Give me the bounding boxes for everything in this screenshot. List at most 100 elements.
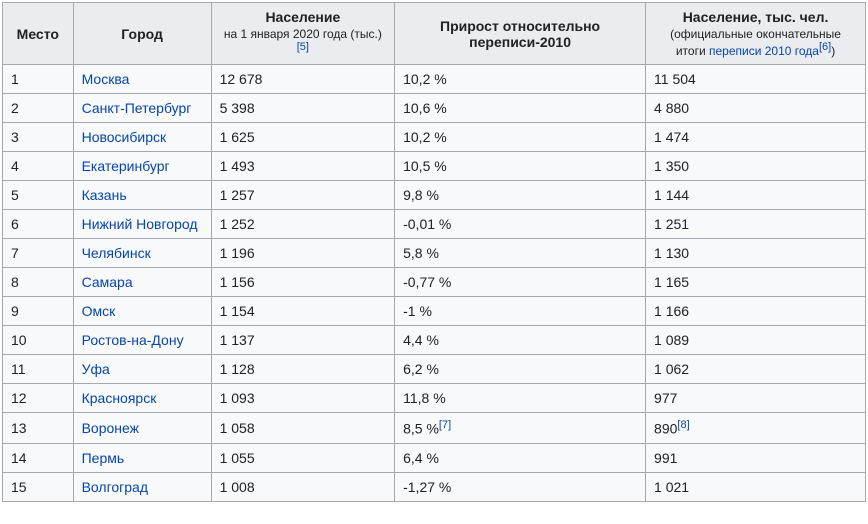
col-growth-header: Прирост относительно переписи-2010 xyxy=(395,3,646,65)
table-row: 8Самара1 156-0,77 %1 165 xyxy=(3,268,866,297)
rank-cell: 7 xyxy=(3,239,74,268)
col-city-header: Город xyxy=(73,3,211,65)
rank-cell: 10 xyxy=(3,326,74,355)
rank-cell: 4 xyxy=(3,152,74,181)
growth-cell: 11,8 % xyxy=(395,384,646,413)
census-cell: 1 474 xyxy=(646,123,866,152)
population-cell: 1 058 xyxy=(211,413,395,444)
growth-cell: -0,01 % xyxy=(395,210,646,239)
population-cell: 1 493 xyxy=(211,152,395,181)
city-link[interactable]: Уфа xyxy=(82,361,110,377)
table-row: 3 Новосибирск 1 62510,2 %1 474 xyxy=(3,123,866,152)
city-cell: Ростов-на-Дону xyxy=(73,326,211,355)
census-cell: 1 130 xyxy=(646,239,866,268)
city-cell: Пермь xyxy=(73,443,211,472)
city-cell: Новосибирск xyxy=(73,123,211,152)
rank-cell: 5 xyxy=(3,181,74,210)
census-sub-ref[interactable]: [6] xyxy=(819,41,831,53)
city-link[interactable]: Волгоград xyxy=(82,479,148,495)
census-cell: 1 251 xyxy=(646,210,866,239)
table-row: 15Волгоград1 008-1,27 %1 021 xyxy=(3,472,866,501)
growth-cell: 8,5 %[7] xyxy=(395,413,646,444)
census-cell: 1 165 xyxy=(646,268,866,297)
city-link[interactable]: Ростов-на-Дону xyxy=(82,332,184,348)
census-cell: 1 021 xyxy=(646,472,866,501)
population-cell: 1 154 xyxy=(211,297,395,326)
city-cell: Челябинск xyxy=(73,239,211,268)
city-link[interactable]: Казань xyxy=(82,187,127,203)
col-census-header: Население, тыс. чел. (официальные оконча… xyxy=(646,3,866,65)
city-cell: Самара xyxy=(73,268,211,297)
city-link[interactable]: Пермь xyxy=(82,450,125,466)
city-cell: Казань xyxy=(73,181,211,210)
census-header-main: Население, тыс. чел. xyxy=(683,9,829,25)
table-row: 9Омск1 154-1 %1 166 xyxy=(3,297,866,326)
city-cell: Уфа xyxy=(73,355,211,384)
census-cell: 1 062 xyxy=(646,355,866,384)
population-cell: 1 196 xyxy=(211,239,395,268)
city-link[interactable]: Новосибирск xyxy=(82,129,167,145)
city-link[interactable]: Омск xyxy=(82,303,116,319)
population-cell: 1 252 xyxy=(211,210,395,239)
population-sub-prefix: на 1 января 2020 года (тыс.) xyxy=(224,27,382,41)
city-link[interactable]: Челябинск xyxy=(82,245,151,261)
growth-cell: 10,6 % xyxy=(395,94,646,123)
census-cell: 890[8] xyxy=(646,413,866,444)
population-table: Место Город Население на 1 января 2020 г… xyxy=(2,2,866,502)
census-cell: 1 166 xyxy=(646,297,866,326)
population-cell: 1 128 xyxy=(211,355,395,384)
table-row: 12Красноярск1 09311,8 %977 xyxy=(3,384,866,413)
city-link[interactable]: Красноярск xyxy=(82,390,157,406)
growth-cell: 5,8 % xyxy=(395,239,646,268)
population-cell: 1 625 xyxy=(211,123,395,152)
census-sub-suffix: ) xyxy=(831,44,835,58)
census-cell: 4 880 xyxy=(646,94,866,123)
growth-ref[interactable]: [7] xyxy=(439,419,451,431)
population-cell: 1 055 xyxy=(211,443,395,472)
rank-cell: 9 xyxy=(3,297,74,326)
census-ref[interactable]: [8] xyxy=(677,419,689,431)
growth-cell: 6,2 % xyxy=(395,355,646,384)
table-row: 1Москва12 67810,2 %11 504 xyxy=(3,65,866,94)
table-row: 11 Уфа 1 1286,2 %1 062 xyxy=(3,355,866,384)
census-cell: 991 xyxy=(646,443,866,472)
population-cell: 1 008 xyxy=(211,472,395,501)
table-row: 4Екатеринбург1 49310,5 %1 350 xyxy=(3,152,866,181)
city-link[interactable]: Москва xyxy=(82,71,130,87)
city-link[interactable]: Воронеж xyxy=(82,420,139,436)
rank-cell: 6 xyxy=(3,210,74,239)
rank-cell: 1 xyxy=(3,65,74,94)
population-cell: 5 398 xyxy=(211,94,395,123)
rank-cell: 11 xyxy=(3,355,74,384)
rank-cell: 13 xyxy=(3,413,74,444)
city-link[interactable]: Санкт-Петербург xyxy=(82,100,192,116)
table-row: 10Ростов-на-Дону1 1374,4 %1 089 xyxy=(3,326,866,355)
census-header-sub: (официальные окончательные итоги перепис… xyxy=(654,27,857,58)
growth-cell: 10,2 % xyxy=(395,65,646,94)
growth-cell: 10,5 % xyxy=(395,152,646,181)
city-cell: Омск xyxy=(73,297,211,326)
city-link[interactable]: Екатеринбург xyxy=(82,158,170,174)
growth-cell: 10,2 % xyxy=(395,123,646,152)
population-cell: 1 137 xyxy=(211,326,395,355)
table-row: 2Санкт-Петербург5 39810,6 %4 880 xyxy=(3,94,866,123)
table-row: 7 Челябинск 1 1965,8 %1 130 xyxy=(3,239,866,268)
census-link[interactable]: переписи 2010 года xyxy=(709,44,819,58)
population-header-main: Население xyxy=(265,9,340,25)
city-cell: Воронеж xyxy=(73,413,211,444)
city-link[interactable]: Самара xyxy=(82,274,133,290)
table-row: 13 Воронеж 1 0588,5 %[7]890[8] xyxy=(3,413,866,444)
col-rank-header: Место xyxy=(3,3,74,65)
rank-cell: 3 xyxy=(3,123,74,152)
population-cell: 1 093 xyxy=(211,384,395,413)
city-link[interactable]: Нижний Новгород xyxy=(82,216,198,232)
city-cell: Екатеринбург xyxy=(73,152,211,181)
population-sub-ref[interactable]: [5] xyxy=(297,41,309,53)
table-row: 14Пермь1 0556,4 %991 xyxy=(3,443,866,472)
census-cell: 1 144 xyxy=(646,181,866,210)
population-cell: 12 678 xyxy=(211,65,395,94)
rank-cell: 12 xyxy=(3,384,74,413)
population-header-sub: на 1 января 2020 года (тыс.)[5] xyxy=(220,27,387,58)
population-cell: 1 257 xyxy=(211,181,395,210)
city-cell: Москва xyxy=(73,65,211,94)
